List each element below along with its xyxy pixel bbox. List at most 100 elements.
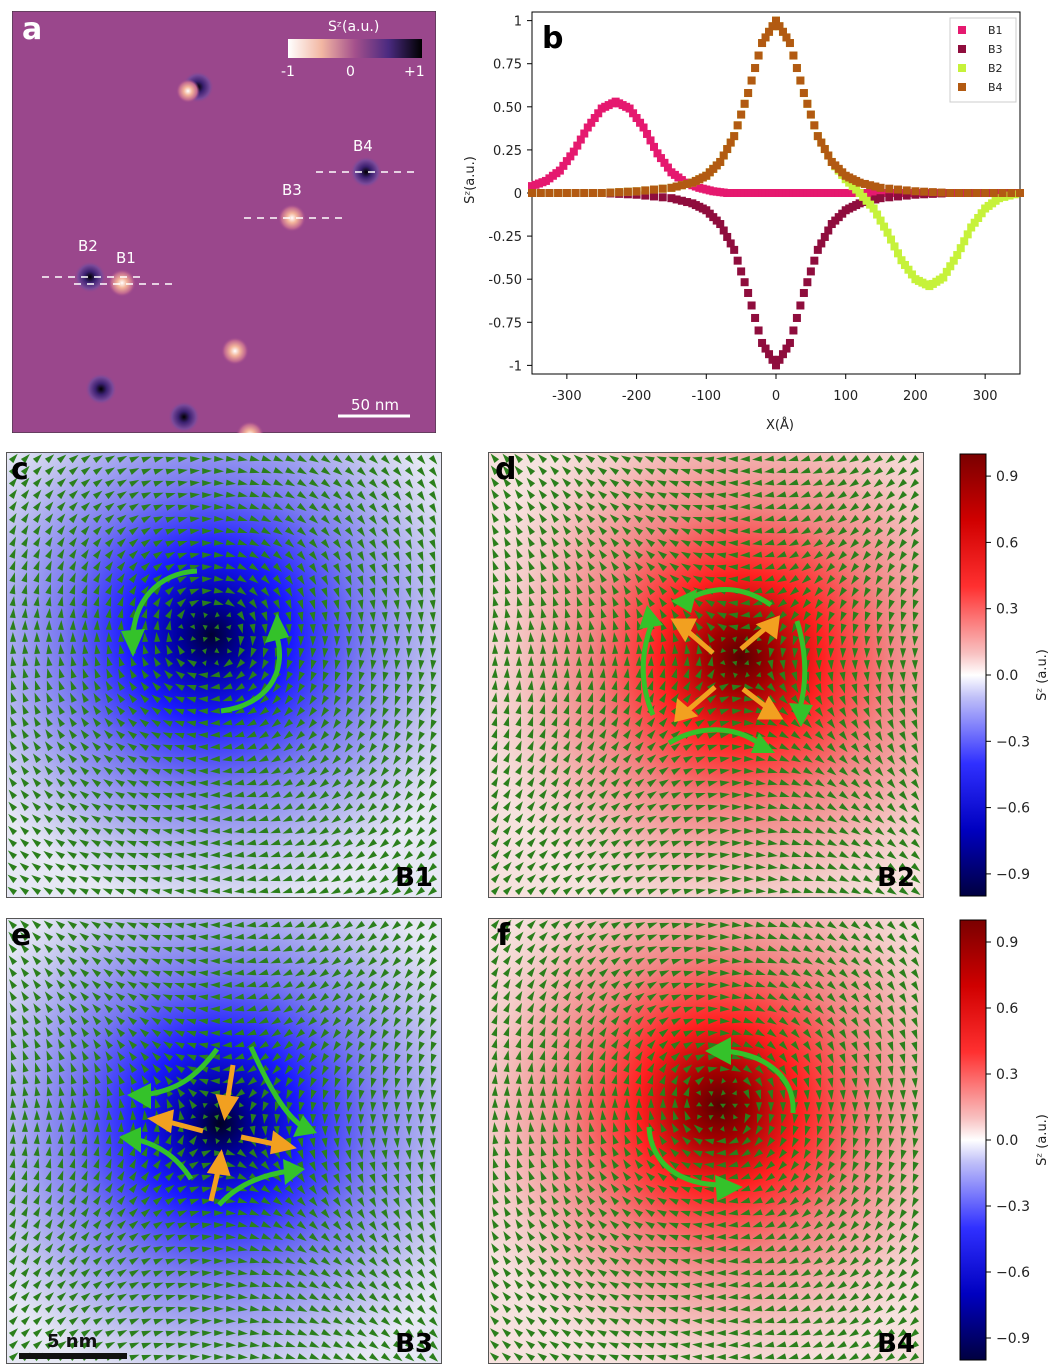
data-point-b2 (894, 249, 902, 257)
skyrmion-dark (85, 373, 117, 405)
y-tick-label: 0.50 (493, 101, 522, 116)
data-point-b4 (755, 52, 763, 60)
data-point-b3 (741, 278, 749, 286)
legend-label: B4 (988, 81, 1003, 94)
data-point-b4 (528, 189, 536, 197)
x-tick-label: -300 (552, 389, 582, 404)
data-point-b4 (598, 189, 606, 197)
data-point-b3 (650, 192, 658, 200)
data-point-b4 (964, 189, 972, 197)
map-colorbar (288, 39, 422, 58)
y-tick-label: -0.50 (488, 273, 522, 288)
label-b1: B1 (116, 249, 136, 267)
data-point-b4 (911, 187, 919, 195)
spin-texture-b3: 5 nm (7, 919, 441, 1363)
data-point-b4 (615, 188, 623, 196)
data-point-b4 (894, 186, 902, 194)
scalebar-label: 50 nm (351, 396, 399, 414)
data-point-b4 (946, 189, 954, 197)
scalebar-label: 5 nm (47, 1331, 97, 1352)
map-colorbar-tick: +1 (404, 64, 425, 80)
skyrmion-b2 (74, 261, 106, 293)
data-point-b4 (877, 184, 885, 192)
data-point-b4 (999, 189, 1007, 197)
data-point-b3 (803, 278, 811, 286)
data-point-b4 (1007, 189, 1015, 197)
map-background (12, 11, 436, 433)
legend-label: B1 (988, 24, 1003, 37)
y-tick-label: -0.75 (488, 316, 522, 331)
data-point-b4 (572, 189, 580, 197)
data-point-b4 (624, 188, 632, 196)
data-point-b4 (990, 189, 998, 197)
legend-label: B2 (988, 62, 1003, 75)
panel-e: 5 nm e B3 (6, 918, 442, 1364)
y-tick-label: 0.25 (493, 144, 522, 159)
data-point-b4 (580, 189, 588, 197)
data-point-b4 (929, 188, 937, 196)
data-point-b4 (751, 64, 759, 72)
panel-letter-e: e (11, 921, 31, 951)
skyrmion-b1 (108, 269, 136, 297)
y-tick-label: 0.75 (493, 58, 522, 73)
scalebar-5nm (19, 1353, 127, 1359)
skyrmion-dark (168, 401, 200, 433)
x-tick-label: 100 (833, 389, 858, 404)
label-b3: B3 (282, 181, 302, 199)
data-point-b4 (793, 64, 801, 72)
data-point-b2 (884, 229, 892, 237)
data-point-b4 (633, 187, 641, 195)
data-point-b4 (659, 185, 667, 193)
panel-letter-b: b (542, 24, 563, 54)
panel-c: c B1 (6, 452, 442, 898)
panel-letter-d: d (495, 455, 516, 485)
data-point-b4 (730, 132, 738, 140)
data-point-b4 (537, 189, 545, 197)
data-point-b4 (885, 185, 893, 193)
data-point-b4 (554, 189, 562, 197)
data-point-b2 (887, 236, 895, 244)
data-point-b3 (877, 194, 885, 202)
data-point-b3 (885, 193, 893, 201)
x-axis-label: X(Å) (766, 417, 794, 433)
data-point-b4 (789, 52, 797, 60)
panel-d: d B2 (488, 452, 924, 898)
data-point-b4 (589, 189, 597, 197)
data-point-b3 (789, 326, 797, 334)
data-point-b4 (734, 121, 742, 129)
data-point-b3 (894, 192, 902, 200)
data-point-b4 (737, 111, 745, 119)
data-point-b4 (920, 188, 928, 196)
data-point-b2 (957, 244, 965, 252)
data-point-b2 (953, 251, 961, 259)
data-point-b3 (748, 301, 756, 309)
data-point-b3 (659, 193, 667, 201)
skyrmion-light (221, 337, 249, 365)
panel-tag-b3: B3 (395, 1329, 433, 1359)
data-point-b4 (803, 100, 811, 108)
y-tick-label: 0 (514, 187, 522, 202)
data-point-b3 (751, 314, 759, 322)
spin-texture-b2 (489, 453, 923, 897)
data-point-b3 (800, 289, 808, 297)
data-point-b4 (650, 186, 658, 194)
data-point-b4 (796, 77, 804, 85)
data-point-b2 (960, 237, 968, 245)
skyrmion-map: B4 B3 B2 B1 Sᶻ(a.u.) -1 0 +1 50 nm (12, 11, 436, 433)
map-colorbar-tick: -1 (281, 64, 295, 80)
panel-f: f B4 (488, 918, 924, 1364)
data-point-b3 (793, 314, 801, 322)
data-point-b4 (938, 189, 946, 197)
skyrmion-b4 (350, 156, 382, 188)
data-point-b3 (730, 246, 738, 254)
spin-texture-b4 (489, 919, 923, 1363)
data-point-b3 (744, 289, 752, 297)
data-point-b4 (606, 189, 614, 197)
data-point-b3 (810, 257, 818, 265)
legend-marker (958, 64, 966, 72)
legend-marker (958, 26, 966, 34)
label-b2: B2 (78, 237, 98, 255)
y-axis-label: Sᶻ(a.u.) (463, 156, 478, 204)
